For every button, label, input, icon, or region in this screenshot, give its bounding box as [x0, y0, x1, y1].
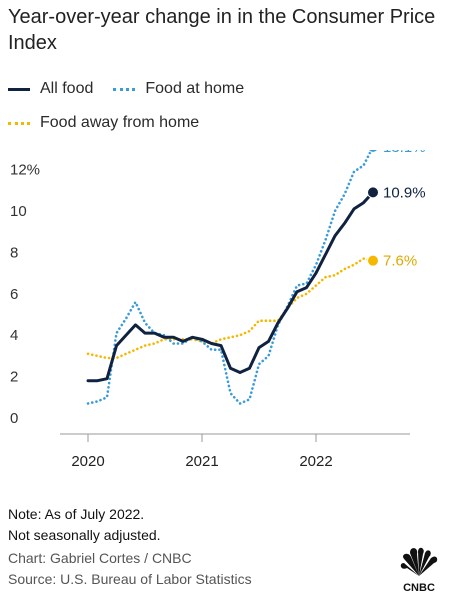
legend-item-food-at-home: Food at home	[113, 80, 244, 98]
end-label-food-away-from-home: 7.6%	[383, 253, 417, 270]
note-line-1: Note: As of July 2022.	[8, 506, 145, 522]
logo-text: CNBC	[403, 582, 435, 594]
legend-swatch-food-away	[8, 121, 30, 125]
legend-label-all-food: All food	[40, 80, 94, 97]
legend-label-food-away: Food away from home	[40, 114, 200, 131]
x-tick-label: 2021	[185, 453, 218, 470]
series-line-all-food	[86, 190, 375, 383]
credit-source: Source: U.S. Bureau of Labor Statistics	[8, 571, 252, 587]
x-tick-label: 2022	[299, 453, 332, 470]
legend-label-food-at-home: Food at home	[145, 80, 245, 97]
end-point-food-at-home	[367, 150, 379, 153]
legend-swatch-all-food	[8, 87, 30, 91]
y-tick-label: 2	[10, 369, 18, 386]
note-line-2: Not seasonally adjusted.	[8, 527, 161, 543]
credits: Chart: Gabriel Cortes / CNBC Source: U.S…	[8, 548, 252, 590]
end-label-all-food: 10.9%	[383, 184, 426, 201]
y-tick-label: 4	[10, 327, 18, 344]
legend-swatch-food-at-home	[113, 87, 136, 91]
legend-row-2: Food away from home	[8, 114, 219, 132]
x-tick-label: 2020	[71, 453, 104, 470]
end-point-all-food	[367, 186, 379, 199]
cnbc-logo: CNBC	[400, 547, 438, 594]
legend: All food Food at home	[8, 80, 264, 98]
chart-title: Year-over-year change in in the Consumer…	[8, 6, 436, 54]
y-tick-label: 8	[10, 244, 18, 261]
credit-chart: Chart: Gabriel Cortes / CNBC	[8, 550, 192, 566]
peacock-icon	[400, 547, 438, 576]
notes: Note: As of July 2022. Not seasonally ad…	[8, 504, 161, 546]
y-tick-label: 10	[10, 203, 27, 220]
series-line-food-at-home	[86, 150, 373, 405]
y-tick-label: 6	[10, 286, 18, 303]
end-label-food-at-home: 13.1%	[383, 150, 426, 156]
line-chart: 0 2 4 6 8 10 12% 2020 2021 2022 10.9% 13.1% 7.6%	[10, 150, 426, 470]
y-tick-label: 0	[10, 410, 18, 427]
legend-item-all-food: All food	[8, 80, 93, 98]
end-point-food-away-from-home	[367, 254, 379, 267]
legend-item-food-away: Food away from home	[8, 114, 199, 132]
y-tick-label: 12%	[10, 162, 40, 179]
series-line-food-away-from-home	[86, 257, 375, 360]
